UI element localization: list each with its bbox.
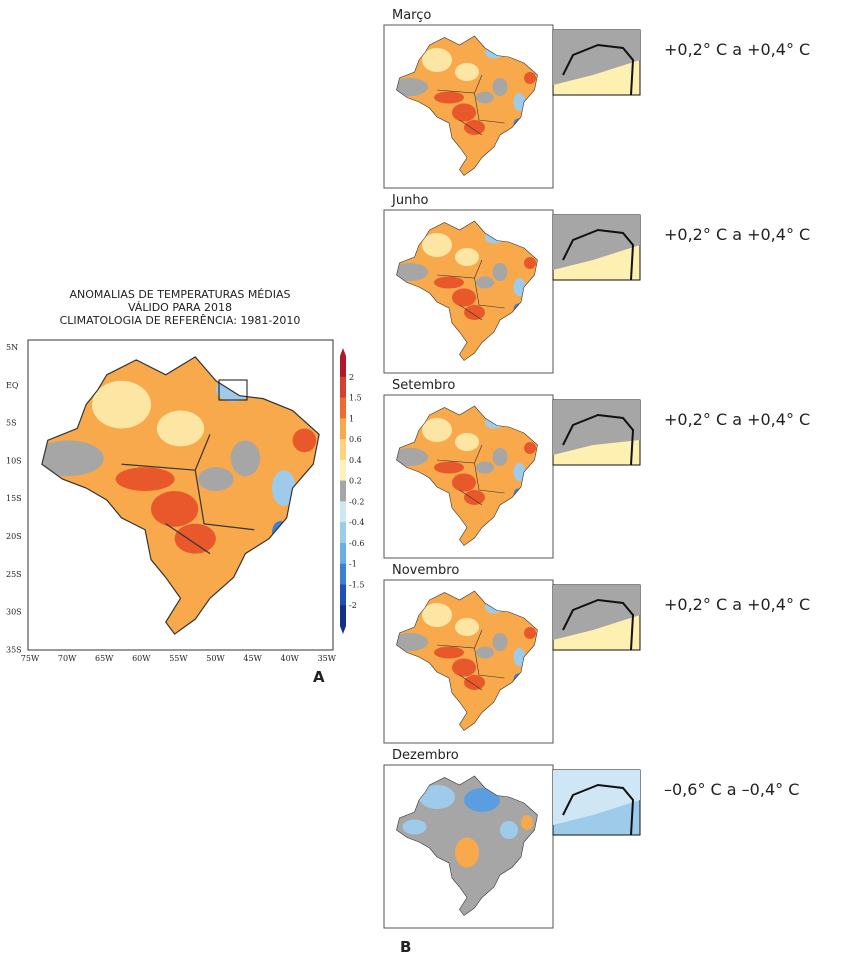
lon-label: 35W [318,654,337,663]
lon-label: 45W [243,654,262,663]
lat-label: 10S [6,456,22,465]
colorbar-label: 0.4 [349,456,362,465]
lat-label: EQ [6,381,19,390]
colorbar-segment [340,356,346,377]
lon-label: 70W [58,654,77,663]
colorbar-label: -1.5 [349,580,364,589]
colorbar-label: 0.2 [349,477,362,486]
lat-label: 35S [6,645,22,654]
title-line: CLIMATOLOGIA DE REFERÊNCIA: 1981-2010 [60,314,301,327]
colorbar-segment [340,501,346,522]
panel-label: A [313,668,325,686]
month-name: Junho [391,193,429,208]
colorbar-label: -0.6 [349,539,364,548]
colorbar-tip [340,348,346,356]
colorbar-label: 1.5 [349,394,362,403]
colorbar-label: -1 [349,560,357,569]
lat-label: 20S [6,532,22,541]
colorbar-segment [340,481,346,502]
panel-label: B [400,938,411,956]
colorbar-segment [340,605,346,626]
colorbar-segment [340,418,346,439]
colorbar-segment [340,439,346,460]
month-panel: Março +0,2° C a +0,4° C [384,8,810,188]
lat-label: 5S [6,419,17,428]
colorbar-segment [340,460,346,481]
colorbar-segment [340,584,346,605]
lat-label: 30S [6,608,22,617]
range-text: +0,2° C a +0,4° C [664,225,810,244]
lon-label: 75W [21,654,40,663]
colorbar-label: -2 [349,601,357,610]
range-text: +0,2° C a +0,4° C [664,40,810,59]
lat-label: 25S [6,570,22,579]
month-panel: Junho +0,2° C a +0,4° C [384,193,810,373]
month-panel: Novembro +0,2° C a +0,4° C [384,563,810,743]
month-name: Março [392,8,431,23]
range-text: +0,2° C a +0,4° C [664,410,810,429]
month-panel: Dezembro –0,6° C a –0,4° C [384,748,799,928]
figure: ANOMALIAS DE TEMPERATURAS MÉDIAS VÁLIDO … [0,0,843,959]
lon-label: 65W [95,654,114,663]
colorbar-label: 0.6 [349,435,362,444]
lon-label: 60W [132,654,151,663]
colorbar-label: -0.4 [349,518,364,527]
colorbar-label: -0.2 [349,497,364,506]
range-text: –0,6° C a –0,4° C [664,780,799,799]
colorbar-segment [340,564,346,585]
lat-label: 15S [6,494,22,503]
colorbar-label: 2 [349,373,354,382]
colorbar-tip [340,626,346,634]
colorbar-segment [340,398,346,419]
month-name: Novembro [392,563,459,578]
lon-label: 50W [206,654,225,663]
colorbar-label: 1 [349,414,354,423]
title-line: ANOMALIAS DE TEMPERATURAS MÉDIAS [70,288,291,301]
page: {"panel_a": { "title": ["ANOMALIAS DE TE… [0,0,843,963]
lon-label: 40W [280,654,299,663]
panel-a: ANOMALIAS DE TEMPERATURAS MÉDIAS VÁLIDO … [28,288,333,686]
range-text: +0,2° C a +0,4° C [664,595,810,614]
month-name: Dezembro [392,748,459,763]
colorbar-segment [340,543,346,564]
colorbar-segment [340,377,346,398]
lat-label: 5N [6,343,18,352]
colorbar-segment [340,522,346,543]
title-line: VÁLIDO PARA 2018 [128,301,232,314]
lon-label: 55W [169,654,188,663]
month-name: Setembro [392,378,455,393]
month-panel: Setembro +0,2° C a +0,4° C [384,378,810,558]
